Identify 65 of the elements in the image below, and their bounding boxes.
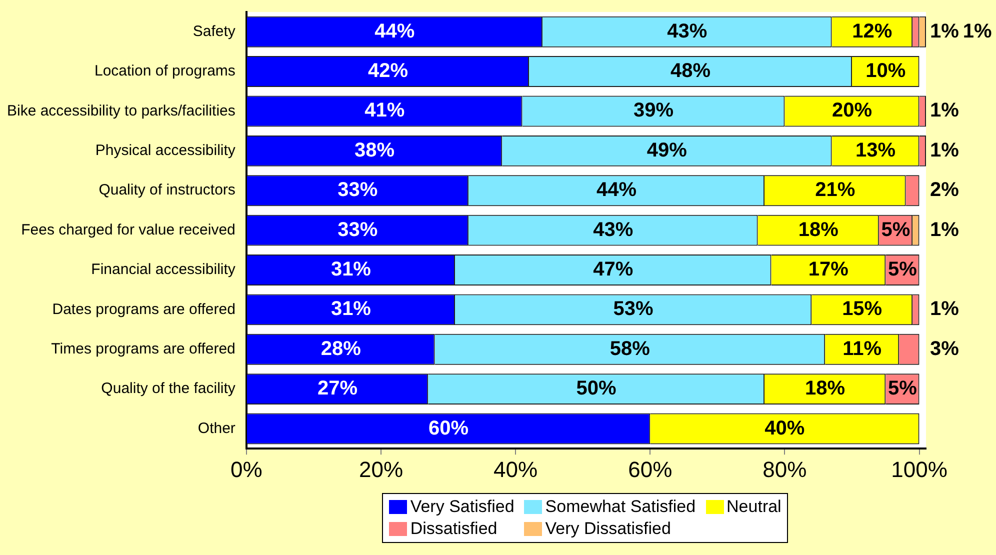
data-label: 5% [888,378,918,400]
data-label: 5% [888,258,918,281]
data-label: 28% [320,338,362,360]
data-label: 38% [354,139,395,162]
legend-label: Somewhat Satisfied [545,497,696,517]
data-label: 17% [808,258,849,281]
data-label: 44% [596,179,637,202]
legend-label: Dissatisfied [410,519,498,539]
data-label: 1% [930,100,960,122]
data-label: 21% [815,179,856,202]
data-label: 49% [646,139,688,162]
x-tick-label: 60% [628,456,672,482]
data-label: 1% [930,218,960,241]
data-label: 44% [374,20,415,42]
y-tick-label: Bike accessibility to parks/facilities [6,102,236,120]
data-label: 48% [670,60,711,82]
data-label: 27% [317,378,358,400]
data-label: 33% [338,218,378,241]
legend-label: Very Dissatisfied [545,519,671,539]
data-label: 40% [764,417,805,440]
x-tick-label: 100% [891,456,948,482]
data-label: 33% [338,179,378,202]
y-tick-label: Dates programs are offered [52,300,236,318]
data-label: 53% [613,298,654,320]
y-tick-label: Times programs are offered [51,340,236,358]
data-label: 42% [368,60,408,82]
data-label: 58% [610,338,650,360]
data-label: 3% [930,338,960,360]
data-label: 20% [832,100,872,122]
y-tick-label: Safety [192,22,236,40]
x-tick-label: 40% [494,456,538,482]
y-tick-label: Physical accessibility [95,142,236,160]
data-label: 1% [930,298,960,320]
y-tick-label: Quality of the facility [101,380,236,398]
y-tick-label: Quality of instructors [98,182,236,199]
data-label: 31% [330,298,372,320]
x-tick-label: 0% [230,456,262,482]
data-label: 2% [930,179,960,202]
data-label: 50% [576,378,617,400]
data-label: 11% [842,338,882,360]
legend-label: Neutral [726,497,782,517]
data-label: 18% [805,378,846,400]
data-label: 47% [593,258,634,281]
y-tick-label: Financial accessibility [91,261,236,278]
x-tick-label: 80% [762,456,807,482]
data-label: 15% [842,298,882,320]
data-label: 1% [930,20,960,42]
data-label: 1% [962,20,992,42]
data-label: 41% [364,100,405,122]
data-label: 43% [593,218,634,241]
data-label: 18% [798,218,839,241]
data-label: 39% [633,100,674,122]
data-label: 43% [667,20,708,42]
data-label: 12% [852,20,892,42]
legend-label: Very Satisfied [410,497,514,517]
data-label: 10% [866,60,906,82]
data-label: 60% [428,417,469,440]
data-label: 13% [856,139,896,162]
y-tick-label: Location of programs [94,62,236,80]
data-label: 5% [881,218,910,241]
y-tick-label: Other [198,420,236,437]
x-tick-label: 20% [358,456,404,482]
y-tick-label: Fees charged for value received [21,221,236,238]
data-label: 1% [930,139,960,162]
data-label: 31% [330,258,372,281]
